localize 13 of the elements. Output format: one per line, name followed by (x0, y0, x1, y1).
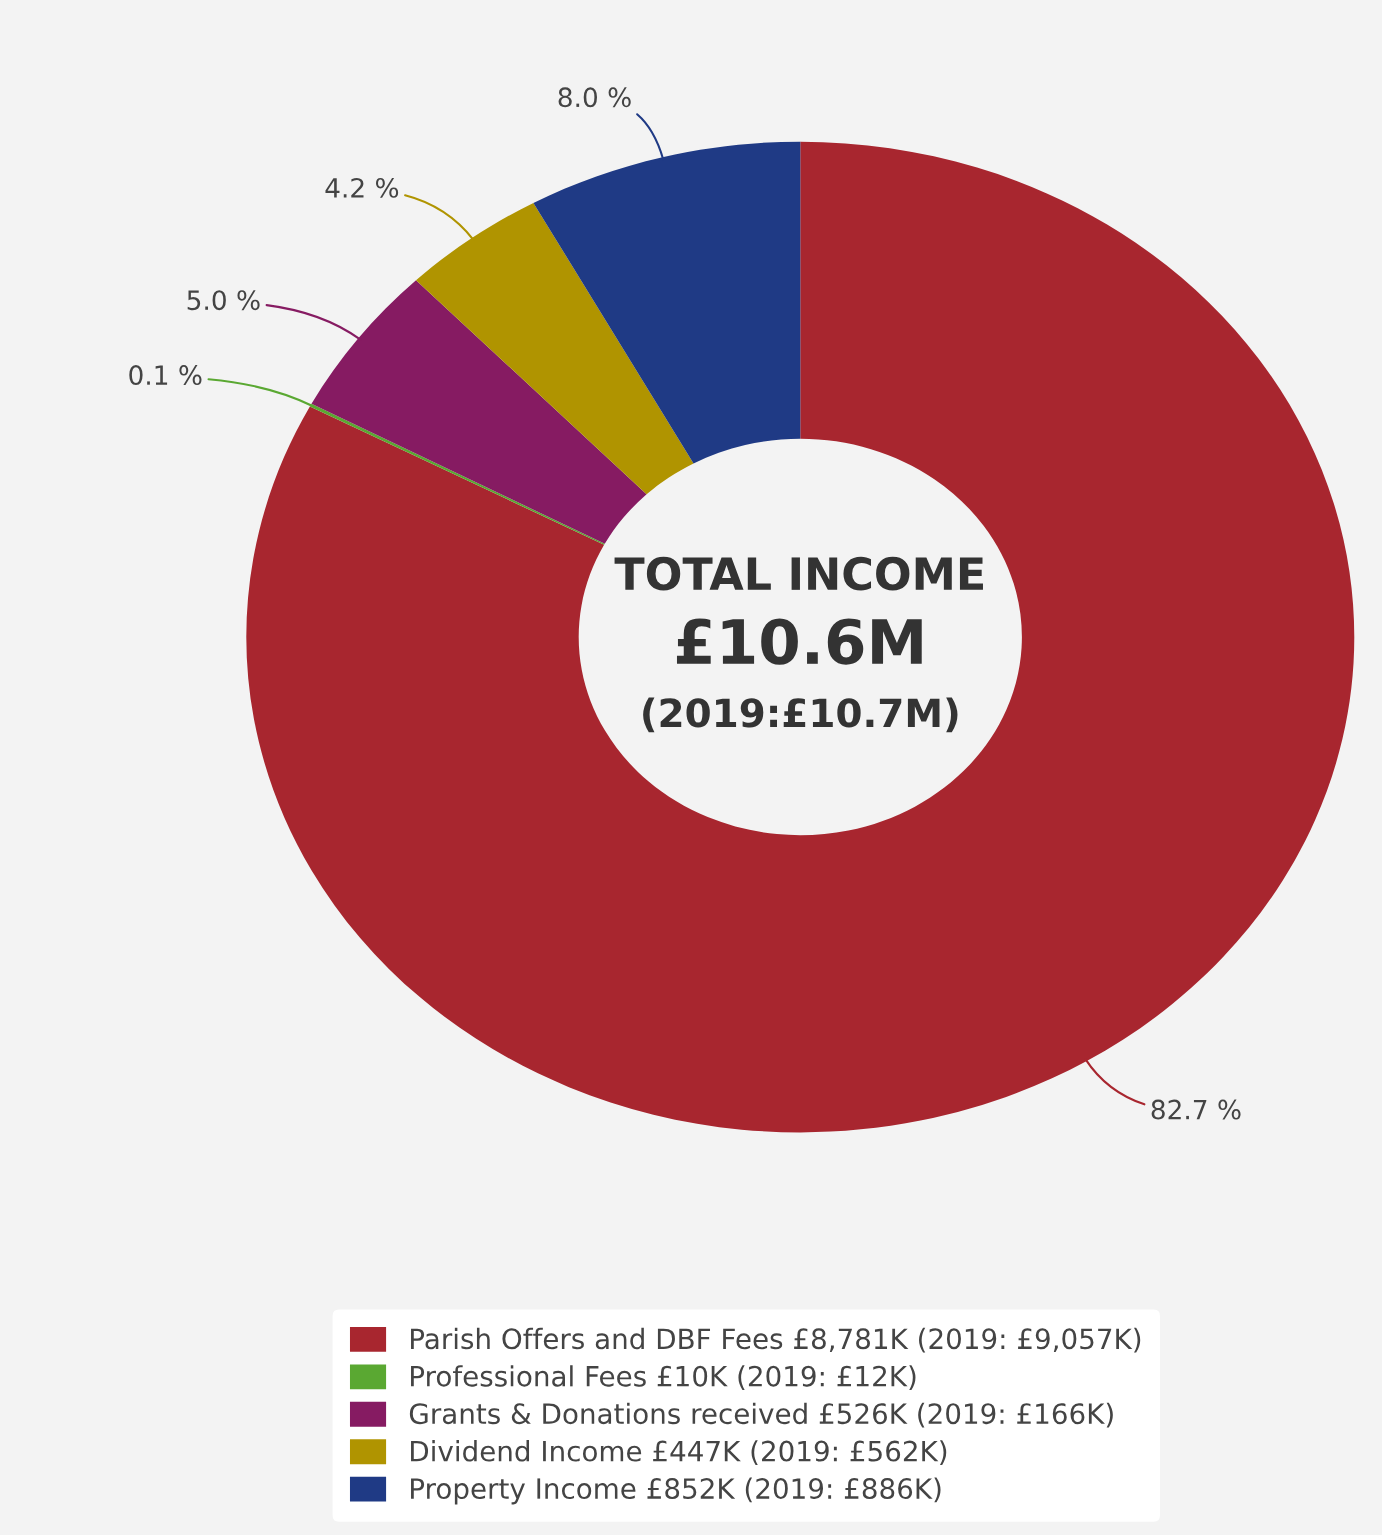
legend-label: Property Income £852K (2019: £886K) (411, 1477, 941, 1505)
data-label: 4.2 % (325, 177, 399, 198)
legend-label: Grants & Donations received £526K (2019: £166K) (409, 1402, 1113, 1428)
text: £10.6M (676, 618, 922, 665)
legend-label: Professional Fees £10K (2019: £12K) (411, 1365, 916, 1390)
data-label: 0.1 % (129, 365, 202, 386)
legend-label: Dividend Income £447K (2019: £562K) (411, 1440, 947, 1465)
data-label: 8.0 % (558, 87, 631, 108)
text: TOTAL INCOME (614, 556, 983, 591)
data-label: 82.7 % (1151, 1099, 1241, 1120)
legend-label: Parish Offers and DBF Fees £8,781K (2019: £9,057K) (411, 1327, 1141, 1353)
data-label: 5.0 % (187, 290, 260, 311)
text: (2019:£10.7M) (643, 697, 958, 733)
